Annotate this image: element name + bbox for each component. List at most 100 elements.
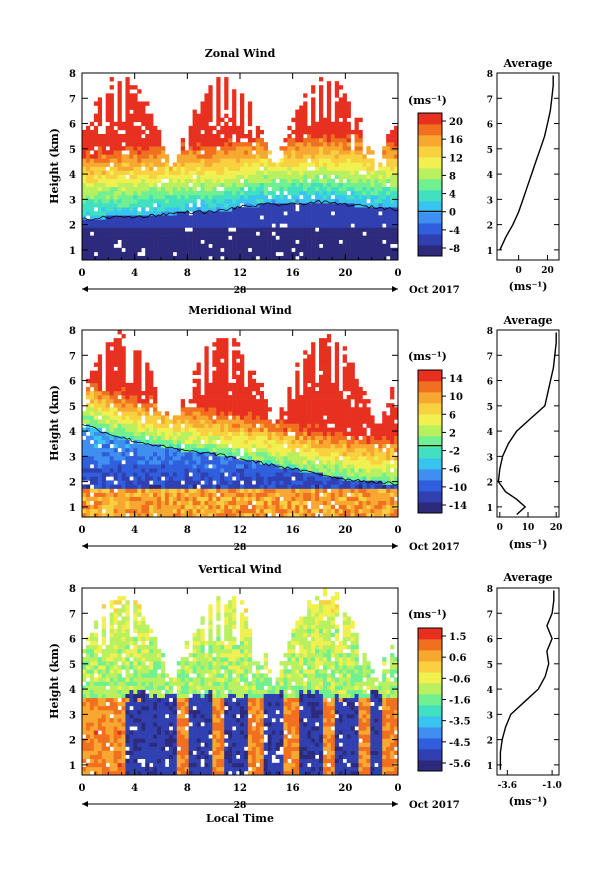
- heatmap-cell: [295, 468, 300, 473]
- heatmap-cell: [267, 174, 272, 179]
- heatmap-cell: [117, 162, 122, 167]
- heatmap-cell: [101, 431, 106, 436]
- heatmap-cell: [255, 407, 261, 412]
- heatmap-cell: [192, 492, 197, 497]
- heatmap-cell: [89, 182, 95, 188]
- heatmap-cell: [97, 186, 103, 192]
- heatmap-cell: [255, 129, 261, 135]
- heatmap-cell: [224, 129, 229, 135]
- heatmap-cell: [180, 194, 185, 200]
- heatmap-cell: [362, 203, 367, 208]
- heatmap-cell: [153, 403, 158, 408]
- heatmap-cell: [267, 439, 272, 445]
- heatmap-cell: [303, 358, 308, 363]
- heatmap-cell: [243, 415, 249, 420]
- heatmap-cell: [295, 158, 300, 163]
- heatmap-cell: [137, 464, 142, 469]
- heatmap-cell: [311, 97, 316, 102]
- heatmap-cell: [386, 203, 391, 208]
- heatmap-cell: [259, 199, 264, 204]
- heatmap-cell: [240, 354, 245, 359]
- heatmap-cell: [97, 243, 103, 249]
- heatmap-cell: [145, 125, 150, 131]
- heatmap-cell: [247, 508, 253, 514]
- heatmap-cell: [105, 435, 110, 441]
- heatmap-cell: [334, 415, 340, 420]
- heatmap-cell: [85, 178, 91, 184]
- heatmap-cell: [326, 399, 332, 404]
- heatmap-cell: [176, 154, 182, 159]
- heatmap-cell: [287, 500, 292, 506]
- heatmap-cell: [164, 484, 170, 489]
- heatmap-cell: [216, 378, 221, 384]
- heatmap-cell: [315, 121, 320, 127]
- heatmap-cell: [172, 235, 178, 240]
- heatmap-cell: [93, 133, 99, 139]
- heatmap-cell: [370, 211, 375, 216]
- heatmap-cell: [287, 451, 292, 457]
- heatmap-cell: [85, 464, 91, 469]
- heatmap-cell: [287, 190, 292, 196]
- heatmap-cell: [291, 190, 296, 196]
- heatmap-cell: [93, 431, 99, 436]
- heatmap-cell: [208, 158, 213, 163]
- heatmap-cell: [370, 166, 375, 171]
- heatmap-cell: [291, 439, 296, 445]
- heatmap-cell: [267, 166, 272, 171]
- heatmap-cell: [137, 443, 142, 449]
- heatmap-cell: [224, 342, 229, 347]
- heatmap-cell: [334, 146, 340, 151]
- heatmap-cell: [291, 504, 296, 510]
- heatmap-cell: [315, 492, 320, 497]
- heatmap-cell: [137, 211, 142, 216]
- heatmap-cell: [145, 362, 150, 367]
- heatmap-cell: [141, 390, 146, 396]
- heatmap-cell: [263, 480, 268, 485]
- heatmap-cell: [89, 472, 95, 477]
- heatmap-cell: [89, 512, 95, 517]
- heatmap-cell: [319, 247, 324, 253]
- heatmap-cell: [133, 386, 138, 392]
- heatmap-cell: [236, 374, 241, 380]
- heatmap-cell: [204, 496, 209, 502]
- heatmap-cell: [93, 125, 99, 131]
- colorbar-swatch: [418, 168, 442, 180]
- heatmap-cell: [394, 219, 398, 224]
- heatmap-cell: [97, 403, 103, 408]
- heatmap-cell: [322, 447, 328, 453]
- heatmap-cell: [330, 435, 336, 441]
- heatmap-cell: [133, 194, 138, 200]
- heatmap-cell: [141, 158, 146, 163]
- heatmap-cell: [208, 227, 213, 232]
- heatmap-cell: [89, 419, 95, 424]
- heatmap-cell: [291, 500, 296, 506]
- heatmap-cell: [224, 476, 229, 481]
- heatmap-cell: [319, 211, 324, 216]
- heatmap-cell: [153, 219, 158, 224]
- heatmap-cell: [382, 211, 387, 216]
- heatmap-cell: [212, 182, 217, 188]
- heatmap-cell: [220, 390, 225, 396]
- heatmap-cell: [192, 203, 197, 208]
- heatmap-cell: [338, 174, 343, 179]
- heatmap-cell: [172, 480, 178, 485]
- heatmap-cell: [283, 227, 288, 232]
- heatmap-cell: [319, 162, 324, 167]
- heatmap-cell: [366, 211, 371, 216]
- heatmap-cell: [279, 227, 284, 232]
- heatmap-cell: [200, 166, 205, 171]
- heatmap-cell: [394, 154, 398, 159]
- heatmap-cell: [271, 500, 276, 506]
- heatmap-cell: [271, 512, 276, 517]
- heatmap-cell: [334, 121, 340, 127]
- heatmap-cell: [184, 154, 189, 159]
- heatmap-cell: [370, 199, 375, 204]
- heatmap-cell: [338, 207, 343, 212]
- heatmap-cell: [299, 403, 304, 408]
- heatmap-cell: [236, 178, 241, 184]
- heatmap-cell: [145, 508, 150, 514]
- heatmap-cell: [319, 431, 324, 436]
- heatmap-cell: [220, 346, 225, 351]
- heatmap-cell: [164, 476, 170, 481]
- heatmap-cell: [133, 158, 138, 163]
